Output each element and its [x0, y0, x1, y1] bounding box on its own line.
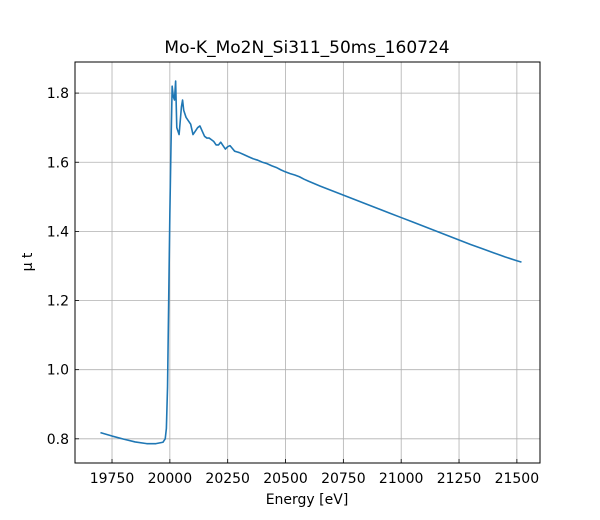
y-tick-label: 1.0	[47, 363, 69, 379]
x-tick-label: 20500	[263, 471, 308, 487]
x-tick-label: 21500	[495, 471, 540, 487]
grid	[75, 62, 540, 463]
x-tick-label: 20250	[205, 471, 250, 487]
y-tick-label: 1.6	[47, 155, 69, 171]
x-tick-label: 20000	[148, 471, 193, 487]
y-tick-label: 1.8	[47, 86, 69, 102]
x-tick-label: 19750	[90, 471, 135, 487]
y-axis-label: μ t	[20, 252, 36, 271]
x-tick-label: 20750	[321, 471, 366, 487]
series-line	[100, 80, 522, 445]
plot-area	[100, 80, 522, 445]
x-tick-label: 21250	[437, 471, 482, 487]
plot-frame	[74, 61, 541, 464]
y-tick-label: 0.8	[47, 432, 69, 448]
x-axis: 19750 20000 20250 20500 20750 21000 21250 21500	[90, 459, 539, 487]
chart-title: Mo-K_Mo2N_Si311_50ms_160724	[164, 38, 449, 58]
y-axis: 0.8 1.0 1.2 1.4 1.6 1.8	[47, 86, 79, 448]
x-axis-label: Energy [eV]	[266, 492, 349, 508]
y-tick-label: 1.4	[47, 224, 69, 240]
y-tick-label: 1.2	[47, 294, 69, 310]
x-tick-label: 21000	[379, 471, 424, 487]
